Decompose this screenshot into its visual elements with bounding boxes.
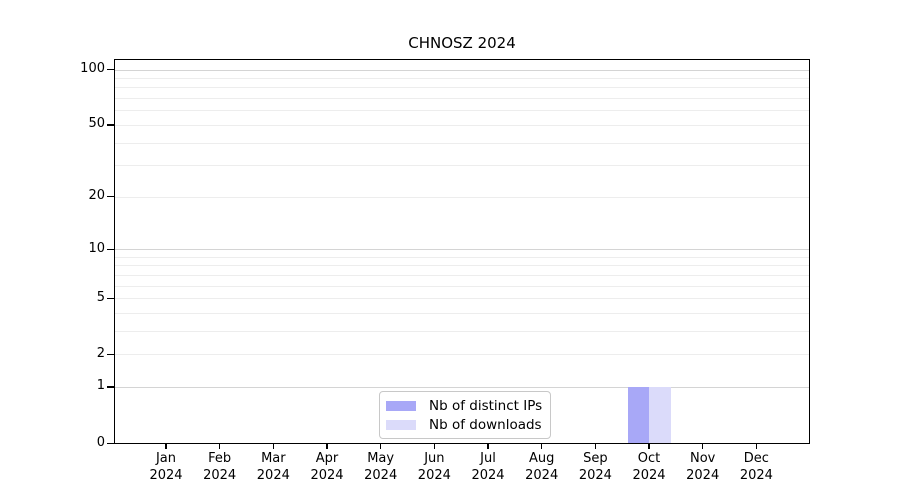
gridline-minor xyxy=(114,312,810,314)
x-tick-label: Oct 2024 xyxy=(632,451,666,483)
x-tick-mark xyxy=(702,443,704,449)
legend-entry-downloads: Nb of downloads xyxy=(386,415,542,434)
gridline-major xyxy=(114,69,810,71)
x-tick-label: Apr 2024 xyxy=(310,451,344,483)
y-tick-label: 20 xyxy=(88,188,105,204)
x-tick-mark xyxy=(541,443,543,449)
y-tick-mark xyxy=(107,69,114,71)
x-tick-label: Sep 2024 xyxy=(578,451,612,483)
gridline-minor xyxy=(114,285,810,287)
y-tick-label: 5 xyxy=(96,289,105,305)
y-tick-mark xyxy=(107,297,114,299)
gridline-minor xyxy=(114,330,810,332)
x-tick-mark xyxy=(755,443,758,449)
y-tick-mark xyxy=(107,353,114,355)
x-tick-label: Feb 2024 xyxy=(203,451,237,483)
gridline-minor xyxy=(114,265,810,267)
x-tick-mark xyxy=(219,443,221,449)
legend-swatch-downloads xyxy=(386,419,416,430)
gridline-minor xyxy=(114,110,810,112)
x-tick-mark xyxy=(648,443,650,449)
x-tick-mark xyxy=(487,443,489,449)
y-tick-label: 10 xyxy=(88,240,105,256)
plot-area xyxy=(114,59,810,444)
gridline-minor xyxy=(114,124,810,126)
gridline-minor xyxy=(114,165,810,167)
gridline-minor xyxy=(114,298,810,300)
x-tick-label: Jun 2024 xyxy=(417,451,451,483)
x-tick-mark xyxy=(165,443,167,449)
gridline-major xyxy=(114,386,810,388)
y-tick-mark xyxy=(107,196,114,198)
chart-title: CHNOSZ 2024 xyxy=(408,34,516,52)
y-tick-label: 100 xyxy=(80,61,105,77)
gridline-minor xyxy=(114,98,810,100)
x-tick-label: Jan 2024 xyxy=(149,451,183,483)
legend-label-downloads: Nb of downloads xyxy=(429,416,542,433)
x-tick-mark xyxy=(272,443,274,449)
gridline-minor xyxy=(114,274,810,276)
y-tick-label: 2 xyxy=(96,345,105,361)
gridline-minor xyxy=(114,256,810,258)
x-tick-label: Dec 2024 xyxy=(739,451,773,483)
x-tick-label: Mar 2024 xyxy=(256,451,290,483)
x-tick-mark xyxy=(433,443,435,449)
x-tick-label: Aug 2024 xyxy=(525,451,559,483)
y-tick-mark xyxy=(107,386,114,388)
y-tick-label: 1 xyxy=(96,378,105,394)
y-tick-mark xyxy=(107,248,114,250)
legend-entry-distinct-ips: Nb of distinct IPs xyxy=(386,396,542,415)
gridline-minor xyxy=(114,87,810,89)
gridline-minor xyxy=(114,196,810,198)
bar-distinct-ips xyxy=(627,386,650,444)
legend: Nb of distinct IPs Nb of downloads xyxy=(379,391,552,439)
x-tick-mark xyxy=(380,443,382,449)
legend-label-distinct-ips: Nb of distinct IPs xyxy=(429,397,543,414)
x-tick-label: Jul 2024 xyxy=(471,451,505,483)
gridline-minor xyxy=(114,78,810,80)
bar-downloads xyxy=(649,386,671,444)
x-tick-mark xyxy=(326,443,328,449)
y-tick-mark xyxy=(107,124,114,126)
x-tick-mark xyxy=(594,443,596,449)
gridline-minor xyxy=(114,354,810,356)
y-tick-label: 0 xyxy=(96,434,105,450)
gridline-major xyxy=(114,249,810,250)
x-tick-label: Nov 2024 xyxy=(686,451,720,483)
y-tick-label: 50 xyxy=(88,116,105,132)
x-tick-label: May 2024 xyxy=(364,451,398,483)
legend-swatch-distinct-ips xyxy=(386,400,416,411)
y-tick-mark xyxy=(107,442,114,444)
gridline-minor xyxy=(114,142,810,144)
